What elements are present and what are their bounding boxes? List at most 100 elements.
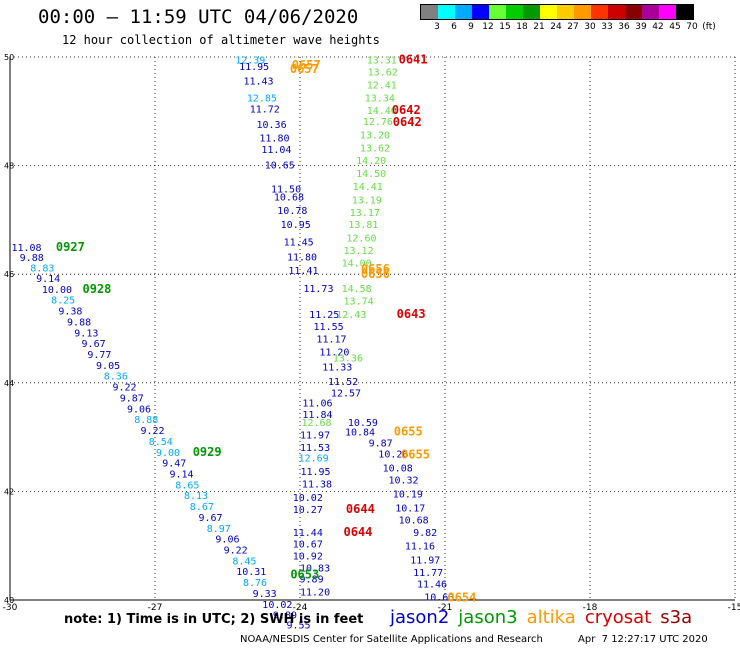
wave-height-value: 11.80 [259,133,289,144]
wave-height-value: 11.44 [293,528,323,539]
colorbar-label: 3 [434,22,440,32]
wave-height-value: 9.22 [224,546,248,557]
pass-time-label: 0928 [83,282,112,296]
wave-height-value: 13.19 [352,195,382,206]
wave-height-value: 9.87 [120,393,144,404]
colorbar-label: 45 [669,22,681,32]
pass-time-label: 0657 [292,58,321,72]
pass-time-label: 0929 [193,445,222,459]
colorbar-swatch [489,5,506,19]
colorbar-swatch [625,5,642,19]
colorbar-label: 18 [516,22,528,32]
y-tick-label: 44 [4,379,14,388]
wave-height-value: 10.84 [345,428,375,439]
wave-height-value: 11.72 [250,105,280,116]
wave-height-value: 11.25 [309,310,339,321]
wave-height-value: 9.88 [67,317,91,328]
wave-height-value: 8.76 [243,578,267,589]
wave-height-value: 11.73 [303,284,333,295]
wave-height-value: 10.08 [383,464,413,475]
wave-height-value: 10.02 [262,600,292,611]
wave-height-value: 10.65 [265,161,295,172]
wave-height-value: 11.95 [300,467,330,478]
wave-height-value: 9.00 [156,448,180,459]
wave-height-value: 10.68 [399,516,429,527]
wave-height-value: 12.43 [336,310,366,321]
wave-height-value: 11.20 [319,347,349,358]
wave-height-value: 10.27 [293,505,323,516]
wave-height-value: 11.17 [316,334,346,345]
wave-height-value: 8.36 [104,372,128,383]
wave-height-value: 9.05 [96,361,120,372]
wave-height-value: 8.65 [175,480,199,491]
wave-height-value: 12.68 [301,418,331,429]
wave-height-value: 9.13 [74,328,98,339]
wave-height-value: 8.67 [190,502,214,513]
colorbar-swatch [455,5,472,19]
y-tick-label: 42 [4,487,14,496]
colorbar-label: 9 [468,22,474,32]
wave-height-value: 10.63 [424,593,454,604]
pass-time-label: 0653 [290,567,319,581]
wave-height-value: 9.82 [413,528,437,539]
footer-note: note: 1) Time is in UTC; 2) SWH is in fe… [64,612,364,627]
wave-height-value: 10.68 [274,193,304,204]
colorbar-label: 39 [635,22,647,32]
wave-height-value: 13.74 [344,296,374,307]
colorbar-label: 21 [533,22,545,32]
wave-height-value: 10.26 [378,449,408,460]
wave-height-value: 14.20 [356,156,386,167]
colorbar-swatch [591,5,608,19]
wave-height-value: 9.22 [141,426,165,437]
wave-height-value: 11.97 [410,555,440,566]
wave-height-value: 12.39 [235,56,265,67]
wave-height-value: 11.43 [243,76,273,87]
satellite-legend: jason2 jason3 altika cryosat s3a [390,607,692,628]
pass-time-label: 0644 [344,525,373,539]
wave-height-value: 14.41 [353,182,383,193]
wave-height-value: 11.77 [413,568,443,579]
wave-height-value: 9.14 [170,469,194,480]
wave-height-value: 12.85 [247,94,277,105]
colorbar-label: 24 [550,22,562,32]
wave-height-value: 12.57 [331,389,361,400]
wave-height-value: 11.97 [300,430,330,441]
wave-height-value: 11.46 [417,580,447,591]
map-frame [9,57,735,601]
wave-height-value: 14.00 [342,258,372,269]
x-tick-label: -18 [583,603,598,613]
wave-height-value: 9.06 [127,404,151,415]
wave-height-value: 11.06 [302,398,332,409]
colorbar-label: 42 [652,22,664,32]
wave-height-value: 8.54 [149,437,173,448]
wave-height-value: 9.47 [162,459,186,470]
colorbar-swatch [557,5,574,19]
x-tick-label: -21 [438,603,453,613]
wave-height-value: 10.02 [293,493,323,504]
pass-time-label: 0927 [56,240,85,254]
legend-altika: altika [526,607,576,628]
wave-height-value: 8.25 [51,296,75,307]
y-tick-label: 46 [4,270,14,279]
colorbar-swatches [420,4,694,20]
y-tick-label: 40 [4,596,14,605]
wave-height-value: 9.14 [36,274,60,285]
pass-time-label: 0655 [401,447,430,461]
colorbar-label: 27 [567,22,579,32]
wave-height-value: 13.34 [365,94,395,105]
wave-height-value: 8.45 [232,556,256,567]
wave-height-value: 11.50 [271,184,301,195]
legend-s3a: s3a [660,607,693,628]
colorbar-label: 6 [451,22,457,32]
colorbar-swatch [540,5,557,19]
colorbar-label: 15 [499,22,511,32]
wave-height-value: 11.41 [288,266,318,277]
x-tick-label: -15 [728,603,740,613]
colorbar-label: (ft) [702,22,716,32]
x-tick-label: -24 [293,603,308,613]
wave-height-value: 10.83 [300,563,330,574]
colorbar-label: 70 [686,22,698,32]
legend-jason3: jason3 [458,607,518,628]
wave-height-value: 13.62 [368,68,398,79]
